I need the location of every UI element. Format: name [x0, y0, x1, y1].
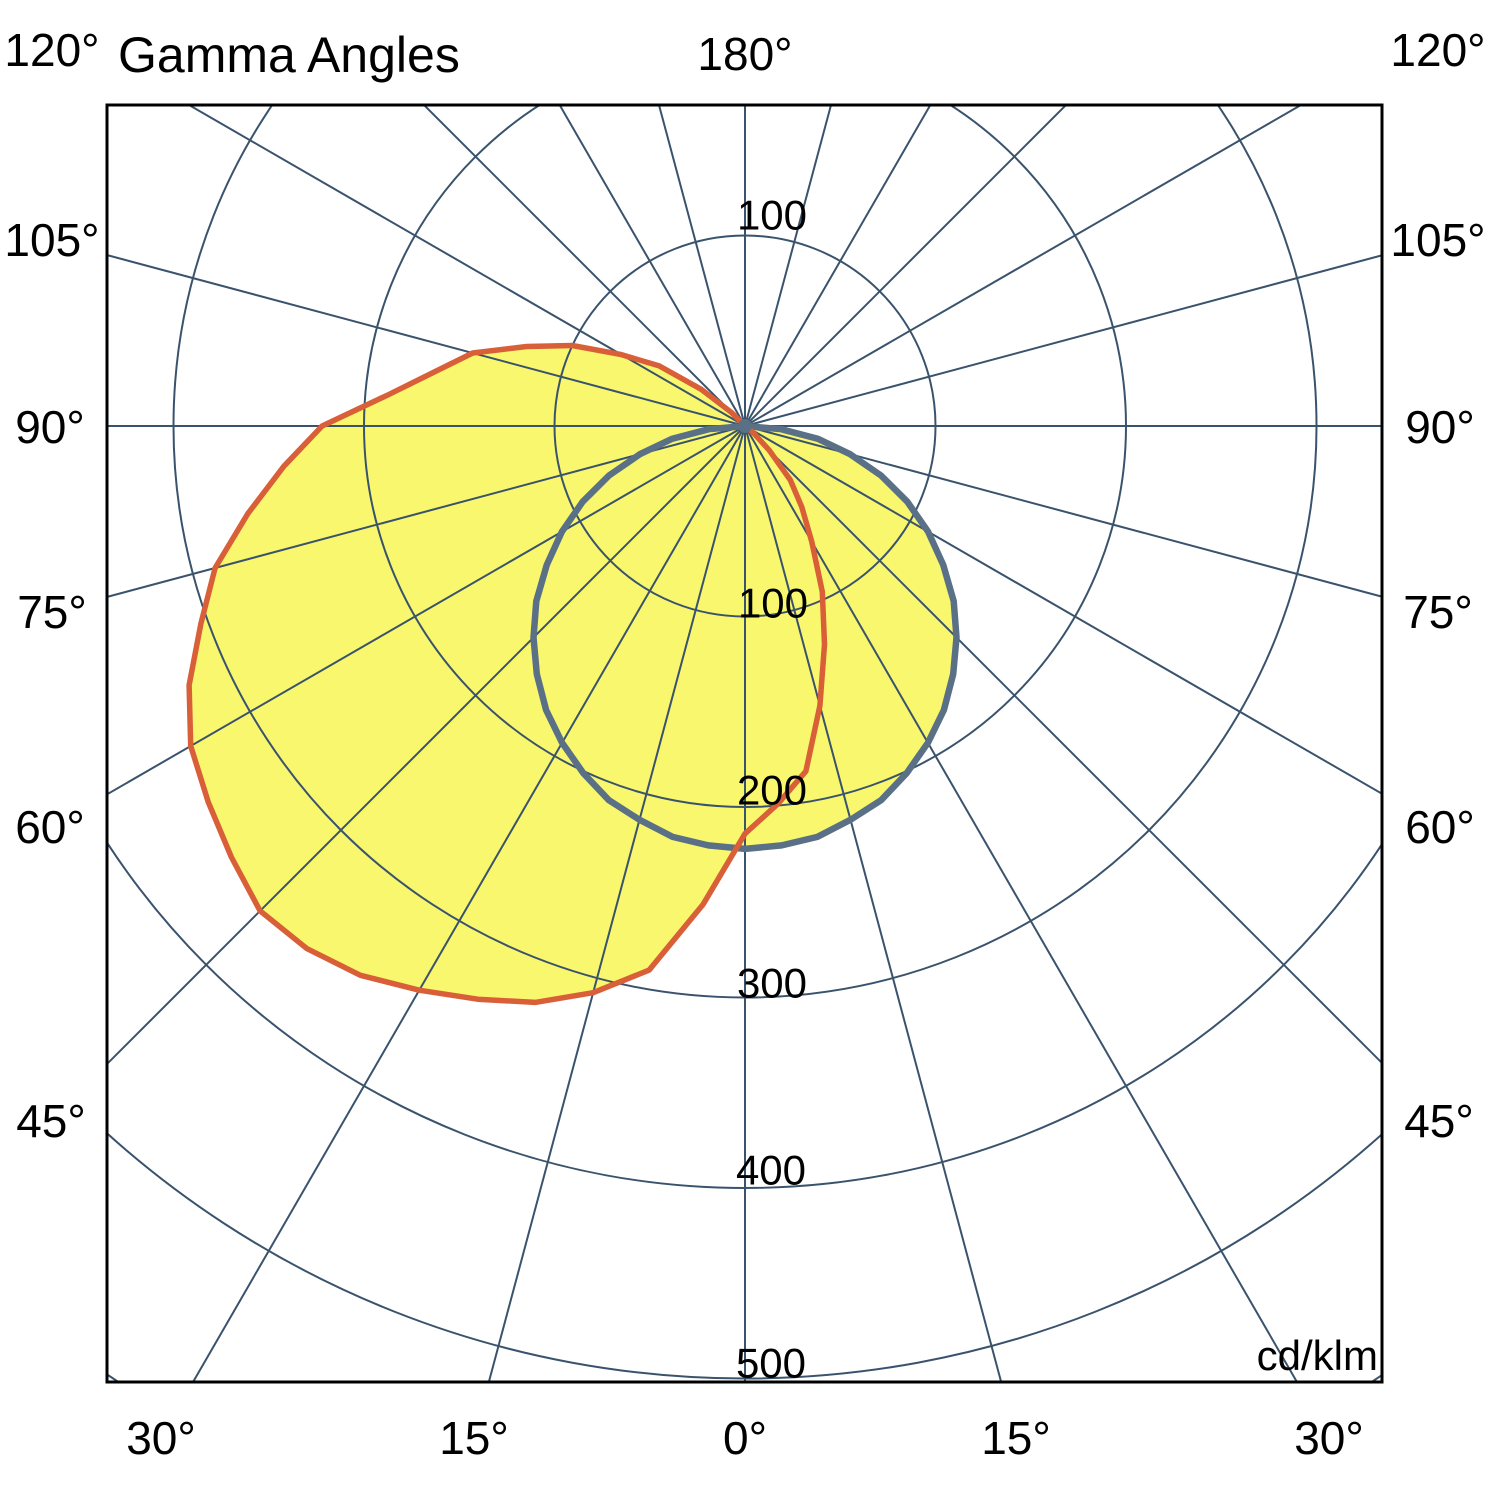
gamma-angle-label-right-3: 75° [1403, 586, 1473, 638]
gamma-ray-105 [744, 254, 1382, 427]
curve-c0-c180 [186, 342, 828, 1006]
gamma-ray-135 [744, 105, 1068, 427]
gamma-180-label: 180° [697, 28, 793, 80]
gamma-angle-label-left-4: 60° [15, 801, 85, 853]
plot-border [105, 103, 1384, 1384]
gamma-ray-300 [107, 425, 746, 796]
radial-value-label-5: 500 [736, 1340, 806, 1387]
gamma-ray-345 [487, 425, 746, 1382]
chart-title: Gamma Angles [118, 27, 460, 83]
gamma-angle-label-right-1: 105° [1390, 214, 1485, 266]
gamma-ray-30 [744, 425, 1299, 1382]
gamma-ray-15 [744, 425, 1003, 1382]
gamma-angle-label-right-2: 90° [1405, 401, 1475, 453]
gamma-angle-label-bottom-4: 30° [1294, 1412, 1364, 1464]
gamma-ray-150 [744, 105, 932, 427]
gamma-angle-label-bottom-0: 30° [126, 1412, 196, 1464]
gamma-angle-label-right-4: 60° [1405, 801, 1475, 853]
gamma-ray-195 [657, 105, 746, 427]
radial-value-label-3: 300 [737, 960, 807, 1007]
gamma-angle-label-left-5: 45° [16, 1095, 86, 1147]
gamma-angle-label-right-0: 120° [1390, 24, 1485, 76]
gamma-ray-255 [107, 254, 746, 427]
gamma-ray-285 [107, 425, 746, 598]
gamma-angle-label-bottom-2: 0° [723, 1412, 767, 1464]
gamma-angle-label-left-3: 75° [17, 586, 87, 638]
pole-dot [738, 419, 752, 433]
radial-value-label-0: 100 [737, 192, 807, 239]
radial-value-label-4: 400 [736, 1147, 806, 1194]
gamma-ray-120 [744, 105, 1303, 427]
gamma-ray-165 [744, 105, 833, 427]
gamma-ray-210 [558, 105, 746, 427]
radial-value-label-2: 200 [737, 767, 807, 814]
gamma-ray-75 [744, 425, 1382, 598]
gamma-angle-label-left-0: 120° [4, 24, 99, 76]
gamma-angle-label-bottom-1: 15° [439, 1412, 509, 1464]
curve-c90-c270 [530, 422, 960, 853]
gamma-ray-225 [422, 105, 746, 427]
radial-value-label-1: 100 [738, 580, 808, 627]
gamma-angle-label-left-1: 105° [4, 214, 99, 266]
unit-label: cd/klm [1256, 1332, 1378, 1379]
gamma-ray-240 [187, 105, 746, 427]
gamma-angle-label-left-2: 90° [15, 401, 85, 453]
gamma-ray-45 [744, 425, 1382, 1065]
gamma-angle-label-right-5: 45° [1404, 1095, 1474, 1147]
gamma-ray-330 [191, 425, 746, 1382]
gamma-angle-label-bottom-3: 15° [981, 1412, 1051, 1464]
gamma-ray-315 [107, 425, 746, 1066]
gamma-ray-60 [744, 425, 1382, 795]
